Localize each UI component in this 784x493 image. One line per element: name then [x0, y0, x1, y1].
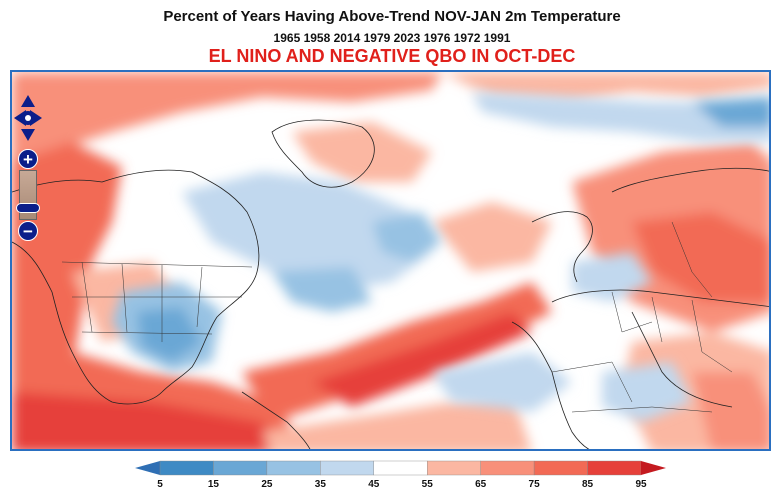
legend-bin [266, 460, 321, 476]
cold-anomaly-field [112, 92, 769, 422]
condition-subtitle: EL NINO AND NEGATIVE QBO IN OCT-DEC [208, 46, 576, 66]
legend-high-arrow [641, 461, 666, 475]
legend-tick-label: 85 [581, 479, 594, 490]
map-navigation: + − [13, 93, 43, 243]
legend-tick-label: 75 [528, 479, 540, 490]
legend-tick-label: 25 [261, 479, 273, 490]
legend-colorbar [135, 460, 666, 476]
legend-tick-label: 35 [314, 479, 326, 490]
legend-low-arrow [135, 461, 160, 475]
zoom-slider-handle[interactable] [16, 203, 40, 213]
legend-bin [427, 460, 481, 476]
color-legend: 5 15 25 35 45 55 65 75 85 95 [135, 459, 666, 491]
legend-bin [213, 460, 268, 476]
zoom-out-button[interactable]: − [18, 221, 38, 241]
political-borders [61, 221, 733, 413]
temperature-map[interactable] [10, 70, 771, 451]
coastlines [12, 119, 769, 449]
legend-tick-label: 5 [157, 479, 163, 490]
legend-bin [320, 460, 374, 476]
legend-tick-label: 45 [368, 479, 380, 490]
legend-bin [480, 460, 535, 476]
map-title: Percent of Years Having Above-Trend NOV-… [163, 8, 621, 25]
legend-tick-label: 15 [207, 479, 219, 490]
legend-tick-label: 65 [475, 479, 487, 490]
legend-bin [587, 460, 642, 476]
analog-years: 1965 1958 2014 1979 2023 1976 1972 1991 [273, 31, 511, 45]
legend-bin [373, 460, 428, 476]
legend-bin [159, 460, 214, 476]
legend-tick-label: 95 [635, 479, 647, 490]
warm-anomaly-field [12, 72, 769, 449]
legend-tick-label: 55 [421, 479, 433, 490]
legend-bin [533, 460, 588, 476]
four-arrow-pan-icon[interactable] [13, 93, 43, 143]
map-canvas [12, 72, 769, 449]
zoom-in-button[interactable]: + [18, 149, 38, 169]
